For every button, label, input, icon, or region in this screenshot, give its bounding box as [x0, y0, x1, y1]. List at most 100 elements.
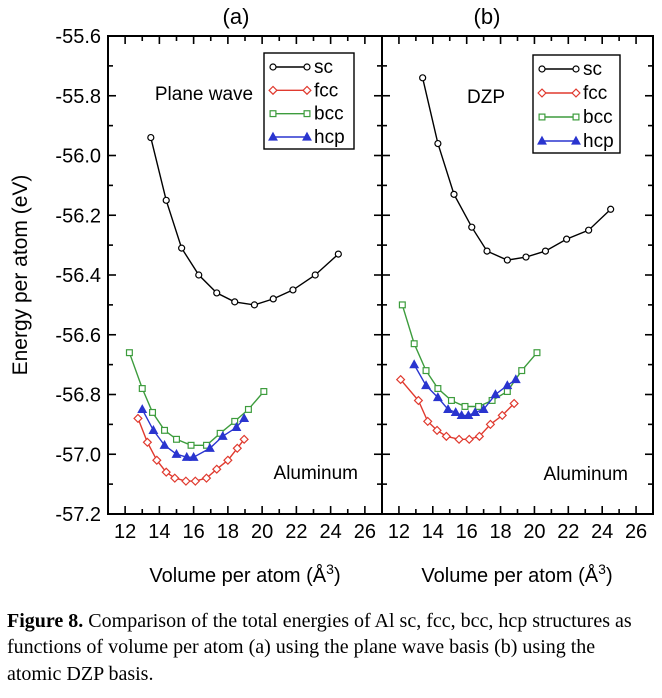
hcp-marker	[490, 389, 501, 399]
fcc-marker	[142, 437, 153, 448]
legend-entry-hcp: hcp	[268, 127, 345, 148]
panel-a-series-hcp	[137, 404, 250, 461]
fcc-marker	[211, 464, 222, 474]
y-tick-label: -56.2	[55, 205, 101, 227]
fcc-marker	[485, 419, 496, 430]
x-tick-label: 12	[114, 521, 136, 543]
bcc-marker	[518, 367, 526, 375]
panel-a-series-sc	[147, 133, 342, 309]
sc-marker	[250, 301, 259, 309]
bcc-marker	[398, 301, 406, 309]
bcc-marker	[461, 402, 469, 410]
hcp-marker	[409, 359, 420, 369]
sc-marker	[334, 250, 342, 258]
hcp-marker	[171, 448, 182, 458]
bcc-marker	[503, 388, 511, 396]
panel-b-series-sc	[419, 74, 615, 264]
panel-b-frame	[381, 35, 654, 515]
fcc-marker	[239, 434, 249, 445]
fcc-marker	[422, 416, 433, 427]
fcc-legend-marker	[571, 88, 581, 98]
x-tick-label: 12	[388, 521, 410, 543]
bcc-marker	[533, 349, 541, 357]
fcc-legend-marker	[302, 85, 312, 96]
x-tick-label: 20	[251, 521, 273, 543]
sc-legend-marker	[538, 65, 546, 73]
x-axis-title: Volume per atom (Å3)	[149, 561, 340, 587]
x-tick-label: 26	[625, 521, 647, 543]
bcc-marker	[231, 417, 239, 425]
figure-caption-label: Figure 8.	[7, 610, 84, 632]
legend-entry-fcc: fcc	[537, 83, 607, 104]
panel-a: 12 14 16 18 20 22 24 26 -55.6 -55.8 -56.0 -56.2 -56.…	[9, 4, 383, 587]
x-tick-label: 18	[489, 521, 511, 543]
x-tick-label: 26	[354, 521, 376, 543]
hcp-marker	[502, 380, 513, 390]
sc-marker	[522, 253, 530, 261]
sc-marker	[231, 298, 239, 306]
fcc-marker	[509, 398, 519, 409]
y-tick-label: -55.8	[55, 86, 101, 108]
sc-marker	[147, 133, 155, 142]
energy-volume-plot: 12 14 16 18 20 22 24 26 -55.6 -55.8 -56.0 -56.2 -56.…	[9, 4, 654, 587]
legend-label: hcp	[314, 127, 345, 148]
hcp-marker	[137, 404, 148, 414]
fcc-marker	[432, 425, 442, 436]
fcc-marker	[441, 431, 452, 442]
hcp-marker	[188, 451, 199, 461]
x-tick-label: 14	[422, 521, 444, 543]
hcp-marker	[217, 430, 228, 440]
bcc-legend-marker	[269, 110, 277, 118]
figure-caption-text: Comparison of the total energies of Al s…	[7, 610, 632, 685]
x-tick-label: 18	[217, 521, 239, 543]
hcp-marker	[463, 410, 474, 420]
sc-marker	[162, 196, 170, 204]
hcp-marker	[204, 442, 215, 452]
sc-marker	[541, 247, 550, 255]
x-tick-label: 24	[320, 521, 342, 543]
sc-marker	[269, 295, 277, 303]
sc-marker	[450, 190, 458, 198]
panel-b-series-fcc	[395, 374, 519, 445]
hcp-marker	[181, 451, 192, 461]
bcc-marker	[149, 408, 157, 416]
basis-label: Plane wave	[155, 84, 253, 105]
panel-b-line-fcc	[400, 379, 515, 440]
fcc-marker	[161, 467, 171, 477]
fcc-marker	[395, 374, 406, 385]
bcc-marker	[125, 349, 133, 357]
bcc-legend-marker	[572, 113, 580, 121]
y-axis-title: Energy per atom (eV)	[9, 175, 32, 376]
hcp-marker	[443, 404, 454, 414]
x-tick-label: 22	[285, 521, 307, 543]
y-tick-label: -56.0	[55, 146, 101, 168]
x-tick-label: 16	[183, 521, 205, 543]
x-axis-title: Volume per atom (Å3)	[421, 561, 612, 587]
legend-label: fcc	[583, 83, 607, 104]
hcp-marker	[478, 404, 489, 414]
fcc-marker	[454, 434, 464, 445]
hcp-legend-marker	[571, 135, 581, 145]
panel-a-series-fcc	[133, 413, 249, 486]
sc-marker	[585, 226, 593, 234]
sc-marker	[213, 289, 221, 297]
y-tick-label: -55.6	[55, 26, 101, 48]
hcp-marker	[470, 407, 481, 417]
sc-marker	[483, 247, 491, 255]
hcp-legend-marker	[537, 135, 547, 145]
panel-a-line-sc	[150, 137, 339, 306]
fcc-marker	[190, 476, 201, 486]
bcc-marker	[244, 405, 252, 413]
legend-label: hcp	[583, 131, 614, 152]
sc-marker	[468, 223, 476, 231]
hcp-marker	[450, 407, 461, 417]
fcc-marker	[181, 476, 191, 486]
sc-marker	[503, 256, 511, 264]
hcp-marker	[239, 413, 250, 422]
material-label: Aluminum	[544, 464, 628, 485]
x-tick-label: 24	[591, 521, 613, 543]
legend-entry-hcp: hcp	[537, 131, 614, 152]
bcc-marker	[410, 340, 418, 348]
legend-entry-sc: sc	[269, 57, 333, 78]
